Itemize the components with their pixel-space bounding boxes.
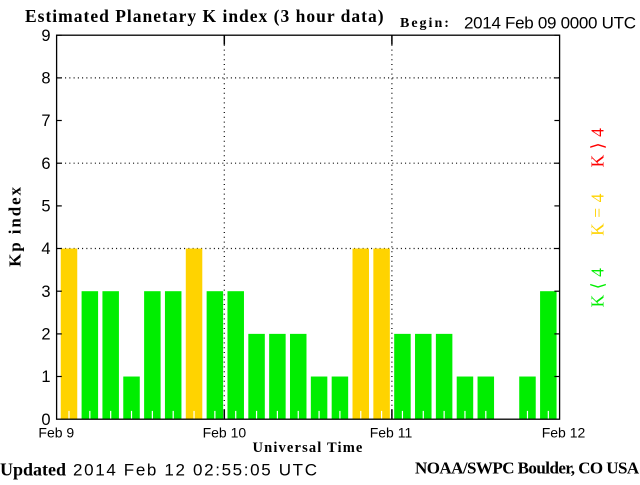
svg-text:9: 9 <box>41 27 50 45</box>
svg-text:Estimated Planetary K index (3: Estimated Planetary K index (3 hour data… <box>25 6 385 26</box>
svg-text:K⟩4: K⟩4 <box>588 123 608 168</box>
svg-text:0: 0 <box>41 411 50 429</box>
svg-text:5: 5 <box>41 198 50 216</box>
svg-text:Universal Time: Universal Time <box>252 440 363 456</box>
svg-text:8: 8 <box>41 70 50 88</box>
svg-text:Kp index: Kp index <box>6 185 25 267</box>
svg-text:2014 Feb 12 02:55:05 UTC: 2014 Feb 12 02:55:05 UTC <box>73 461 319 480</box>
svg-text:6: 6 <box>41 155 50 173</box>
svg-text:Feb 11: Feb 11 <box>370 425 413 441</box>
svg-text:3: 3 <box>41 283 50 301</box>
svg-text:K=4: K=4 <box>588 188 608 236</box>
svg-text:7: 7 <box>41 112 50 130</box>
svg-text:4: 4 <box>41 240 50 258</box>
svg-text:2014 Feb 09 0000 UTC: 2014 Feb 09 0000 UTC <box>464 14 636 33</box>
svg-text:Feb 9: Feb 9 <box>38 425 74 441</box>
svg-text:Feb 12: Feb 12 <box>542 425 586 441</box>
svg-text:Begin:: Begin: <box>400 16 451 31</box>
svg-text:NOAA/SWPC Boulder, CO USA: NOAA/SWPC Boulder, CO USA <box>415 459 640 478</box>
svg-text:1: 1 <box>41 368 50 386</box>
svg-text:2: 2 <box>41 326 50 344</box>
svg-text:K⟨4: K⟨4 <box>588 263 608 308</box>
svg-text:Updated: Updated <box>0 460 66 480</box>
svg-text:Feb 10: Feb 10 <box>203 425 247 441</box>
